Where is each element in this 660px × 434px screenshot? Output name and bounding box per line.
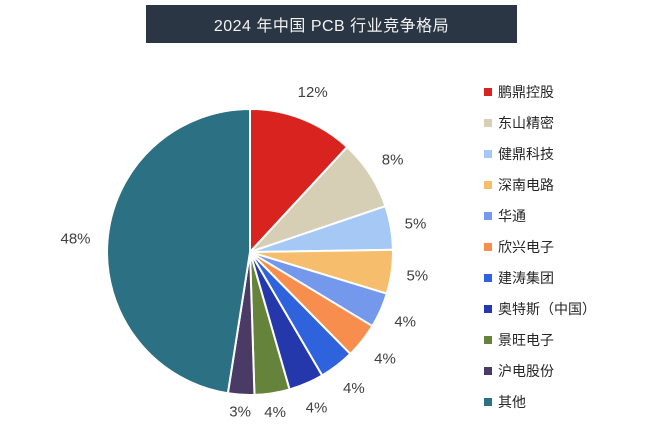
legend-label-6: 建涛集团 [498, 269, 554, 286]
pie-slice-label-5: 4% [374, 351, 396, 368]
legend-label-8: 景旺电子 [498, 331, 554, 348]
legend-item-4: 华通 [484, 200, 596, 231]
pie-slice-label-7: 4% [306, 399, 328, 416]
pie-slice-label-4: 4% [394, 313, 416, 330]
pie-slice-label-8: 4% [264, 404, 286, 421]
pie-slice-label-9: 3% [229, 404, 251, 421]
legend-swatch-8 [484, 335, 492, 344]
pie-slice-0 [249, 108, 349, 253]
legend-item-0: 鹏鼎控股 [484, 76, 596, 107]
legend-swatch-1 [484, 118, 492, 127]
legend-swatch-4 [484, 211, 492, 220]
pie-slice-label-6: 4% [343, 380, 365, 397]
legend-swatch-6 [484, 273, 492, 282]
legend-label-5: 欣兴电子 [498, 238, 554, 255]
legend-swatch-10 [484, 397, 492, 406]
legend-swatch-0 [484, 87, 492, 96]
legend-item-10: 其他 [484, 386, 596, 417]
legend-swatch-3 [484, 180, 492, 189]
legend-item-9: 沪电股份 [484, 355, 596, 386]
legend: 鹏鼎控股东山精密健鼎科技深南电路华通欣兴电子建涛集团奥特斯（中国） 景旺电子沪电股… [484, 76, 596, 417]
pie-slice-label-2: 5% [405, 215, 427, 232]
legend-label-1: 东山精密 [498, 114, 554, 131]
legend-item-3: 深南电路 [484, 169, 596, 200]
legend-item-2: 健鼎科技 [484, 138, 596, 169]
pie-slice-label-3: 5% [406, 268, 428, 285]
legend-item-7: 奥特斯（中国） [484, 293, 596, 324]
chart-title: 2024 年中国 PCB 行业竞争格局 [146, 5, 517, 43]
legend-label-0: 鹏鼎控股 [498, 83, 554, 100]
legend-label-10: 其他 [498, 393, 526, 410]
pie-slice-10 [106, 108, 251, 395]
legend-item-5: 欣兴电子 [484, 231, 596, 262]
legend-swatch-5 [484, 242, 492, 251]
pie-slice-label-1: 8% [382, 152, 404, 169]
pie-slice-label-0: 12% [298, 84, 328, 101]
legend-label-2: 健鼎科技 [498, 145, 554, 162]
pie-slice-label-10: 48% [60, 230, 90, 247]
legend-item-6: 建涛集团 [484, 262, 596, 293]
legend-swatch-7 [484, 304, 492, 313]
legend-label-4: 华通 [498, 207, 526, 224]
legend-label-9: 沪电股份 [498, 362, 554, 379]
legend-swatch-2 [484, 149, 492, 158]
legend-label-7: 奥特斯（中国） [498, 300, 596, 317]
legend-swatch-9 [484, 366, 492, 375]
legend-item-1: 东山精密 [484, 107, 596, 138]
legend-label-3: 深南电路 [498, 176, 554, 193]
legend-item-8: 景旺电子 [484, 324, 596, 355]
